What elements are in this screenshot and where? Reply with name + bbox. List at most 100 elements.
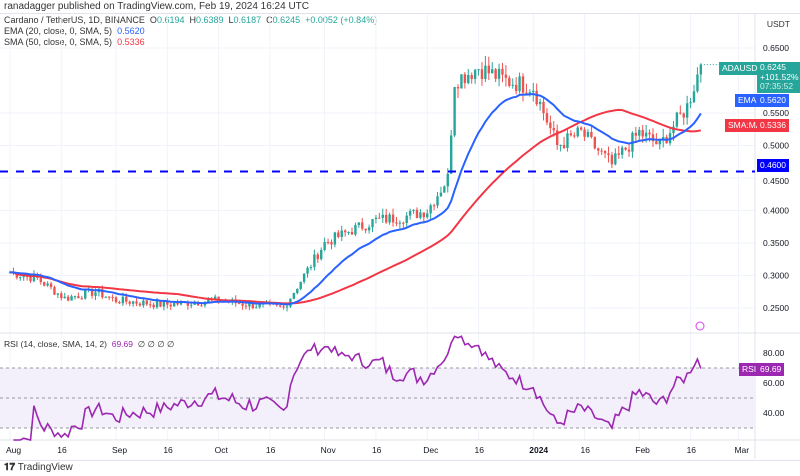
candle-body [675, 112, 679, 127]
sma-legend[interactable]: SMA (50, close, 0, SMA, 5) [4, 37, 113, 47]
candle-body [237, 303, 241, 305]
candle-body [56, 293, 60, 295]
price-tick: 0.3000 [763, 271, 789, 281]
candle-body [597, 148, 600, 151]
date-tick: Dec [423, 445, 439, 455]
candle-body [607, 153, 610, 155]
candle-body [627, 149, 631, 152]
candle-body [562, 144, 566, 149]
candle-body [169, 304, 172, 307]
candle-body [508, 77, 511, 86]
candle-body [22, 276, 25, 278]
candle-body [196, 302, 200, 306]
open-value: 0.6194 [156, 15, 185, 25]
candle-body [367, 227, 371, 231]
rsi-tag-label: RSI [739, 363, 760, 376]
candle-body [679, 112, 682, 114]
candle-body [579, 127, 583, 130]
candle-body [309, 267, 313, 269]
date-tick: Oct [215, 445, 229, 455]
candle-body [176, 303, 179, 305]
candle-body [528, 92, 532, 94]
candle-body [402, 222, 405, 224]
candle-body [518, 76, 521, 92]
candle-body [682, 113, 685, 118]
candle-body [125, 296, 128, 302]
candle-body [603, 150, 607, 154]
candle-body [497, 68, 501, 79]
candle-body [696, 74, 699, 92]
date-tick: Nov [321, 445, 337, 455]
candle-body [159, 300, 162, 307]
candle-body [662, 136, 665, 140]
candle-body [340, 230, 343, 238]
candle-body [685, 103, 689, 118]
candle-body [432, 205, 436, 207]
candle-body [111, 296, 114, 298]
date-tick: 16 [266, 445, 276, 455]
candle-body [429, 205, 432, 214]
candle-body [118, 302, 121, 304]
candle-body [559, 144, 562, 146]
candle-body [114, 297, 118, 303]
candle-body [166, 301, 169, 305]
rsi-tick: 40.00 [763, 408, 785, 418]
candle-body [302, 273, 306, 282]
symbol-title[interactable]: Cardano / TetherUS, 1D, BINANCE [4, 15, 145, 25]
candle-body [624, 147, 627, 150]
legend: Cardano / TetherUS, 1D, BINANCE O0.6194 … [4, 15, 378, 47]
candle-body [299, 281, 302, 289]
rsi-legend[interactable]: RSI (14, close, SMA, 14, 2) 69.69 ∅ ∅ ∅ … [4, 339, 175, 349]
candle-body [388, 214, 391, 223]
candle-body [77, 296, 80, 299]
candle-body [583, 129, 586, 137]
candle-body [357, 222, 361, 226]
candle-body [545, 113, 549, 123]
date-tick: 16 [687, 445, 697, 455]
candle-body [532, 90, 535, 93]
candle-body [593, 137, 597, 149]
candle-body [644, 132, 648, 137]
price-tick: 0.5500 [763, 108, 789, 118]
candle-body [521, 76, 525, 93]
candle-body [186, 301, 190, 306]
candle-body [470, 74, 473, 80]
candle-body [343, 230, 347, 233]
candle-body [672, 126, 675, 134]
candle-body [648, 132, 651, 135]
change-value: +0.0052 (+0.84%) [305, 15, 378, 25]
candle-body [326, 242, 330, 244]
candle-body [241, 303, 244, 306]
candle-body [542, 101, 545, 114]
date-tick: Aug [6, 445, 21, 455]
candle-body [337, 232, 340, 238]
candle-body [94, 292, 97, 296]
candle-body [449, 135, 453, 174]
candle-body [292, 293, 296, 299]
chart-frame [0, 13, 800, 461]
candle-body [330, 242, 333, 245]
candle-body [135, 301, 138, 304]
tradingview-logo[interactable]: 𝟏𝟕 TradingView [4, 462, 73, 473]
candle-body [142, 300, 145, 306]
candle-body [66, 296, 70, 301]
candle-body [456, 87, 460, 89]
currency-label: USDT [766, 19, 790, 29]
candle-body [699, 64, 703, 75]
candle-body [617, 153, 620, 155]
date-tick: Sep [112, 445, 127, 455]
candle-body [460, 74, 463, 89]
candle-body [306, 267, 309, 274]
candle-body [443, 186, 446, 193]
candle-body [600, 150, 603, 152]
candle-body [145, 300, 148, 305]
candle-body [590, 131, 593, 138]
date-tick: 2024 [529, 445, 548, 455]
candle-body [641, 129, 644, 137]
ema-legend[interactable]: EMA (20, close, 0, SMA, 5) [4, 26, 113, 36]
candle-body [172, 303, 176, 307]
candle-body [258, 303, 261, 308]
candle-body [104, 296, 107, 298]
ema-tag-label: EMA [735, 94, 760, 107]
